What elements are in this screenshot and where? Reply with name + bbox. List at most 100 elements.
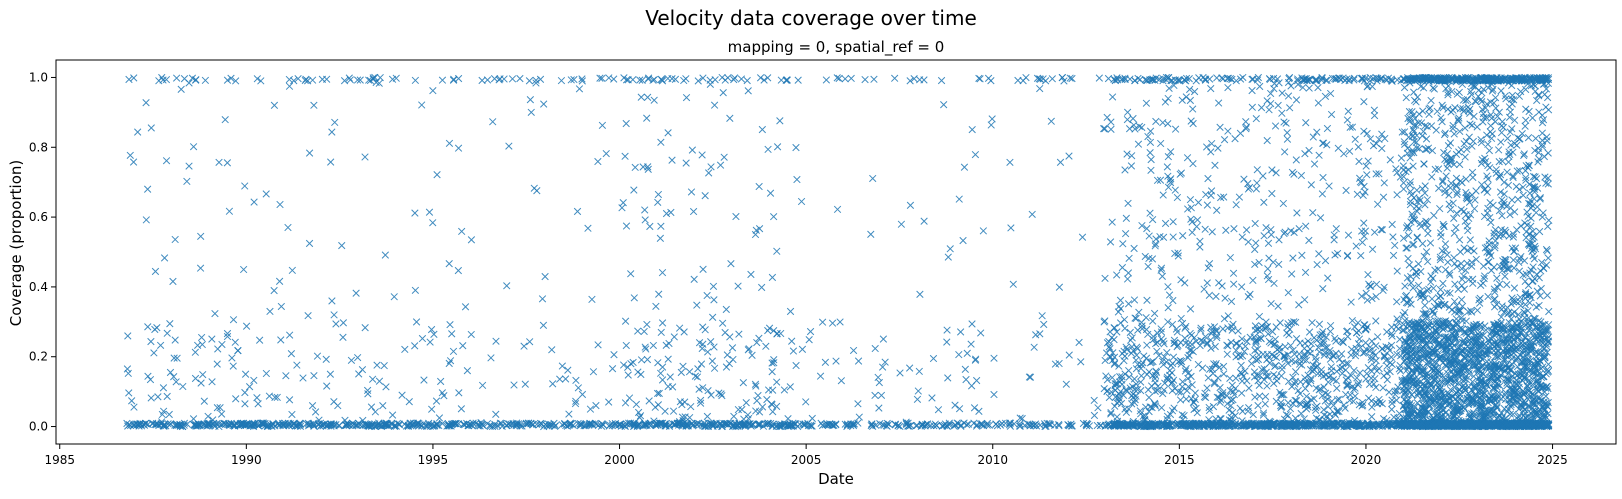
data-point-3021 <box>1391 241 1399 250</box>
data-point-3213 <box>1278 365 1286 374</box>
data-point-1940 <box>1373 333 1382 341</box>
data-point-2655 <box>1121 324 1129 332</box>
data-point-668 <box>500 75 508 83</box>
data-point-662 <box>518 422 526 430</box>
data-point-1438 <box>854 400 862 408</box>
data-point-2877 <box>1330 236 1338 244</box>
data-point-94 <box>197 379 205 387</box>
data-point-155 <box>215 158 223 167</box>
data-point-3262 <box>1254 377 1262 385</box>
data-point-623 <box>564 366 572 374</box>
data-point-2956 <box>1211 161 1219 169</box>
data-point-316 <box>254 400 262 408</box>
data-point-304 <box>375 377 384 385</box>
data-point-3069 <box>1143 296 1151 304</box>
data-point-1763 <box>1301 150 1309 158</box>
data-point-799 <box>638 76 646 84</box>
data-point-2392 <box>1297 171 1306 180</box>
data-point-1391 <box>818 318 827 326</box>
data-point-3013 <box>1123 108 1132 116</box>
data-point-2870 <box>1355 335 1364 343</box>
data-point-2959 <box>1192 77 1200 85</box>
data-point-722 <box>574 419 582 428</box>
data-point-459 <box>301 76 309 85</box>
data-point-537 <box>497 419 506 428</box>
data-point-180 <box>148 420 157 428</box>
data-point-740 <box>433 171 441 179</box>
data-point-508 <box>342 421 351 430</box>
data-point-2085 <box>1152 117 1160 126</box>
data-point-2961 <box>1219 362 1228 371</box>
data-point-384 <box>339 319 348 327</box>
data-point-133 <box>129 158 138 166</box>
data-point-1927 <box>1298 251 1306 259</box>
data-point-182 <box>236 419 245 428</box>
data-point-3006 <box>1105 393 1114 402</box>
data-point-4115 <box>1435 184 1443 192</box>
data-point-1725 <box>1231 135 1239 143</box>
data-point-521 <box>318 75 327 83</box>
data-point-256 <box>365 76 373 84</box>
data-point-1537 <box>1372 280 1381 288</box>
data-point-1947 <box>1379 193 1388 201</box>
data-point-366 <box>390 293 398 301</box>
data-point-1138 <box>718 391 726 400</box>
data-point-1164 <box>689 422 697 430</box>
data-point-2696 <box>1110 359 1119 367</box>
data-point-4697 <box>1532 134 1540 143</box>
data-point-2568 <box>1284 399 1292 407</box>
data-point-2608 <box>1285 331 1293 339</box>
data-point-165 <box>232 77 240 85</box>
data-point-2265 <box>1289 254 1297 262</box>
data-point-1229 <box>1075 338 1083 347</box>
data-point-2133 <box>1213 74 1221 82</box>
data-point-650 <box>516 74 524 83</box>
data-point-1272 <box>928 394 936 402</box>
data-point-665 <box>438 389 447 397</box>
data-point-394 <box>285 75 293 84</box>
data-point-809 <box>655 389 663 398</box>
data-point-875 <box>641 216 649 224</box>
data-point-104 <box>183 420 191 428</box>
data-point-3515 <box>1487 218 1495 227</box>
data-point-3088 <box>1292 396 1301 405</box>
data-point-724 <box>467 236 476 244</box>
data-point-751 <box>697 360 706 368</box>
data-point-2196 <box>1224 127 1232 135</box>
data-point-604 <box>575 85 584 93</box>
data-point-167 <box>241 400 249 408</box>
data-point-1146 <box>675 419 684 428</box>
data-point-1112 <box>695 385 703 393</box>
data-point-3728 <box>1521 277 1529 286</box>
data-point-939 <box>643 114 651 122</box>
data-point-1137 <box>718 422 726 431</box>
data-point-1325 <box>937 76 946 85</box>
data-point-3248 <box>1255 392 1264 400</box>
data-point-738 <box>454 420 463 428</box>
data-point-2514 <box>1108 218 1116 226</box>
data-point-1269 <box>897 220 906 228</box>
data-point-1067 <box>658 419 667 427</box>
data-point-1306 <box>968 125 976 134</box>
data-point-1031 <box>701 192 709 200</box>
data-point-2883 <box>1255 351 1263 359</box>
data-point-2381 <box>1272 169 1280 177</box>
data-point-567 <box>527 108 535 117</box>
data-point-117 <box>173 354 181 362</box>
data-point-1214 <box>971 356 980 364</box>
data-point-221 <box>176 422 185 430</box>
data-point-1143 <box>798 345 807 353</box>
data-point-2768 <box>1120 356 1128 365</box>
data-point-4830 <box>1423 224 1432 232</box>
data-point-1955 <box>1271 122 1280 130</box>
data-point-222 <box>229 362 237 370</box>
data-point-407 <box>367 403 376 411</box>
data-point-478 <box>382 419 390 427</box>
data-point-67 <box>185 162 193 170</box>
data-point-1199 <box>1009 280 1017 288</box>
data-point-1206 <box>1006 158 1014 166</box>
data-point-224 <box>353 76 362 84</box>
data-point-311 <box>418 334 427 343</box>
data-point-817 <box>652 302 660 311</box>
data-point-1823 <box>1372 317 1380 325</box>
